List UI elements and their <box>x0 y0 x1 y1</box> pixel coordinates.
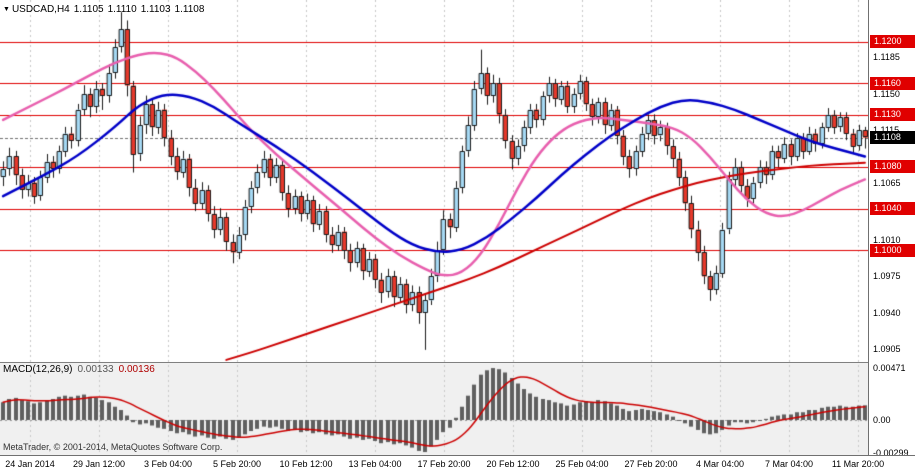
level-price-badge: 1.1000 <box>870 243 915 257</box>
level-price-badge: 1.1080 <box>870 160 915 174</box>
macd-scale-label: 0.00471 <box>873 362 906 373</box>
time-tick-label: 17 Feb 20:00 <box>417 459 471 469</box>
macd-scale-label: -0.00299 <box>873 448 909 458</box>
level-price-badge: 1.1200 <box>870 35 915 49</box>
time-tick-label: 4 Mar 04:00 <box>695 459 745 469</box>
time-axis[interactable]: 24 Jan 2014 29 Jan 12:00 3 Feb 04:00 5 Feb … <box>0 455 915 472</box>
price-tick-label: 1.0975 <box>873 271 901 282</box>
time-tick-label: 10 Feb 12:00 <box>279 459 333 469</box>
level-price-badge: 1.1040 <box>870 202 915 216</box>
price-tick-label: 1.1185 <box>873 52 900 63</box>
level-price-badge: 1.1160 <box>870 76 915 90</box>
header-close: 1.1108 <box>174 4 205 15</box>
header-symbol: USDCAD,H4 <box>11 4 70 15</box>
time-tick-label: 29 Jan 12:00 <box>72 459 126 469</box>
header-low: 1.1103 <box>140 4 171 15</box>
macd-name: MACD(12,26,9) <box>3 364 73 375</box>
time-tick-label: 27 Feb 20:00 <box>624 459 678 469</box>
macd-signal-value: 0.00136 <box>118 364 155 375</box>
macd-main-value: 0.00133 <box>77 364 114 375</box>
chart-canvas[interactable] <box>0 0 868 455</box>
time-tick-label: 24 Jan 2014 <box>5 459 55 469</box>
level-price-badge: 1.1130 <box>870 108 915 122</box>
price-tick-label: 1.1010 <box>873 234 901 245</box>
price-tick-label: 1.1150 <box>873 88 900 99</box>
time-tick-label: 13 Feb 04:00 <box>348 459 402 469</box>
time-tick-label: 20 Feb 12:00 <box>486 459 540 469</box>
time-tick-label: 7 Mar 04:00 <box>764 459 814 469</box>
macd-indicator-label: MACD(12,26,9) 0.00133 0.00136 <box>3 364 160 375</box>
copyright-watermark: MetaTrader, © 2001-2014, MetaQuotes Soft… <box>3 442 223 452</box>
chart-marker-icon: ▼ <box>3 6 10 13</box>
pane-separator[interactable] <box>0 362 915 363</box>
price-tick-label: 1.0940 <box>873 307 901 318</box>
time-tick-label: 5 Feb 20:00 <box>212 459 262 469</box>
price-tick-label: 1.1115 <box>873 125 899 135</box>
time-tick-label: 25 Feb 04:00 <box>555 459 609 469</box>
symbol-ohlc-header: ▼ USDCAD,H4 1.1105 1.1110 1.1103 1.1108 <box>3 4 208 15</box>
time-tick-label: 3 Feb 04:00 <box>143 459 193 469</box>
current-price-badge: 1.1108 <box>870 131 915 145</box>
time-tick-label: 11 Mar 20:00 <box>831 459 885 469</box>
price-tick-label: 1.0905 <box>873 344 901 355</box>
header-high: 1.1110 <box>107 4 137 15</box>
price-tick-label: 1.1065 <box>873 177 901 188</box>
header-open: 1.1105 <box>73 4 104 15</box>
macd-scale-label: 0.00 <box>873 414 891 425</box>
